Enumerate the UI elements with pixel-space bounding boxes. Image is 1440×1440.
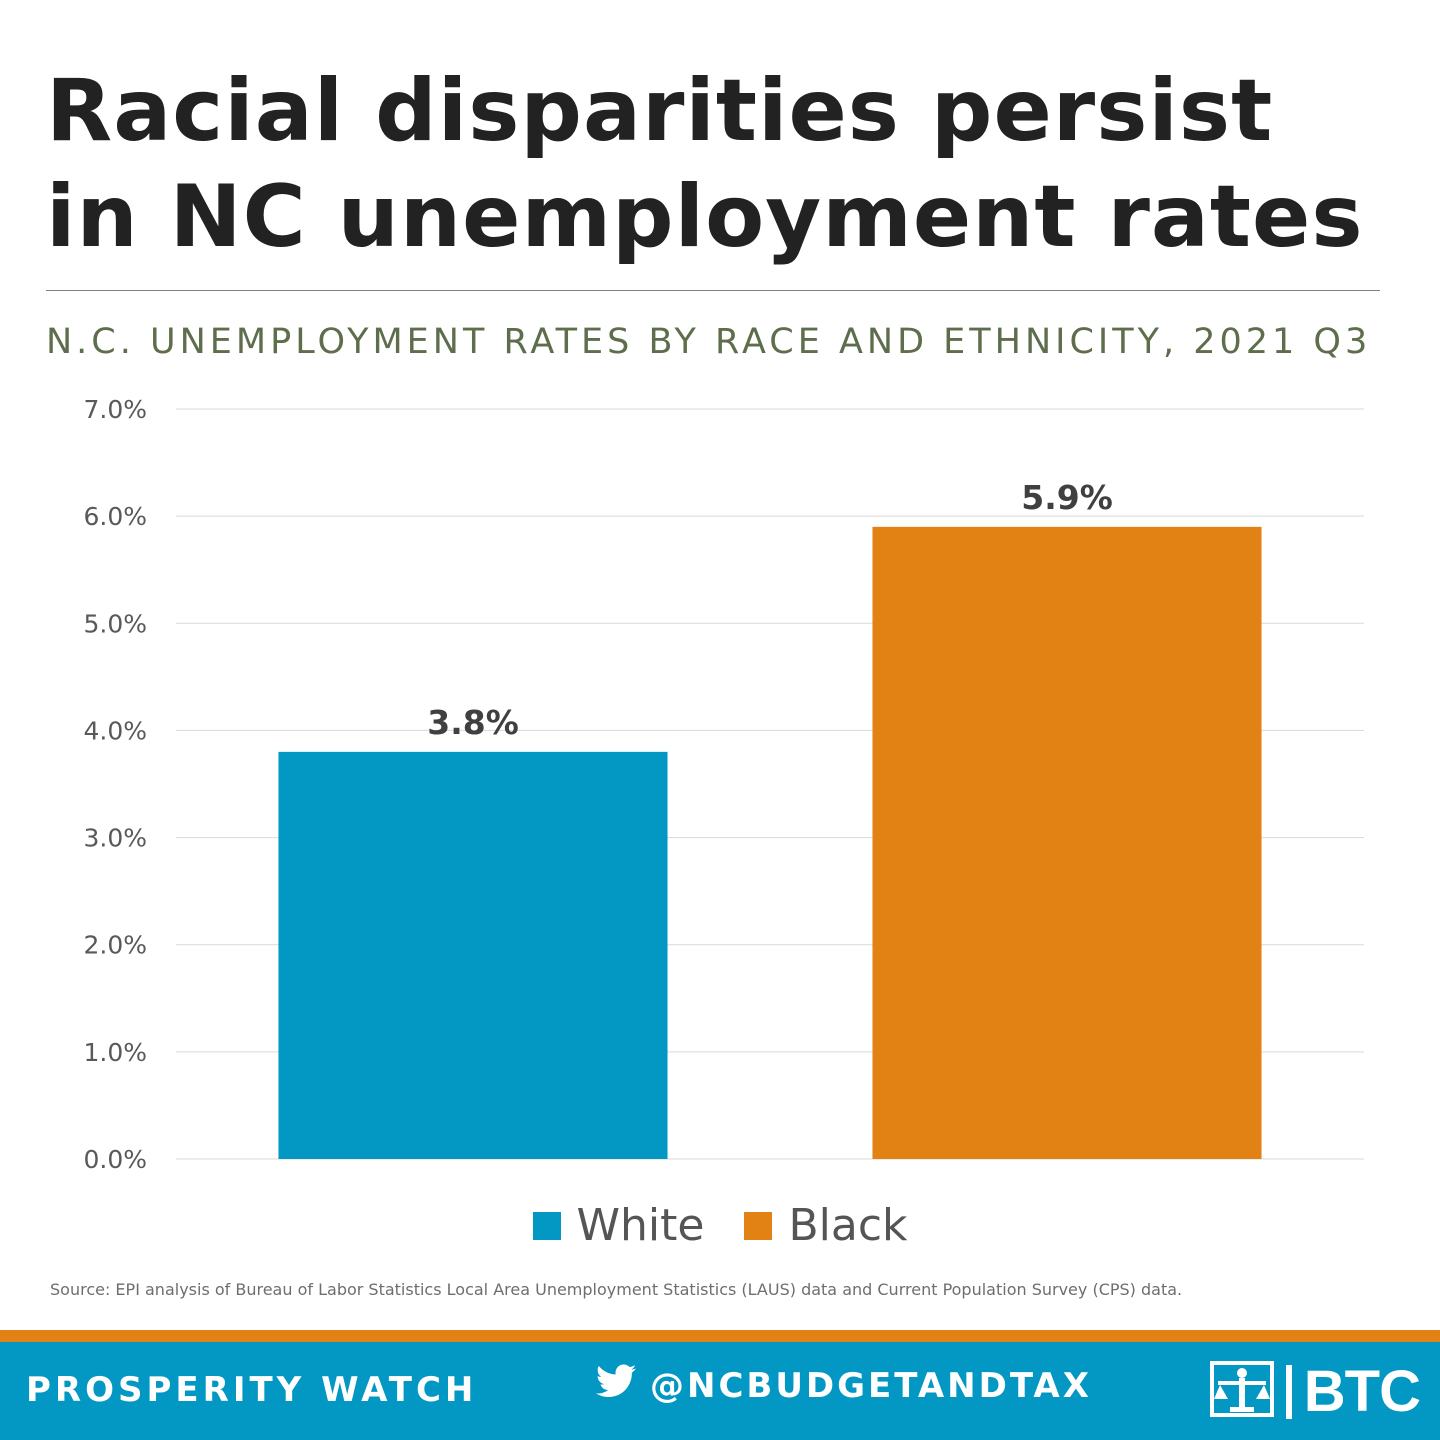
source-note: Source: EPI analysis of Bureau of Labor … [50, 1280, 1183, 1299]
footer-bar: PROSPERITY WATCH @NCBUDGETANDTAX BTC [0, 1342, 1440, 1440]
twitter-handle: @NCBUDGETANDTAX [650, 1365, 1092, 1406]
y-tick-label: 7.0% [83, 395, 147, 424]
y-tick-label: 6.0% [83, 502, 147, 531]
bar-chart: 0.0% 1.0% 2.0% 3.0% 4.0% 5.0% 6.0% 7.0% 3.8% 5.9… [83, 395, 1364, 1174]
legend-label-black: Black [788, 1200, 908, 1251]
legend-item-white: White [532, 1200, 705, 1251]
y-tick-label: 3.0% [83, 824, 147, 853]
y-tick-label: 5.0% [83, 609, 147, 638]
legend: White Black [0, 1200, 1440, 1251]
twitter-icon [596, 1364, 636, 1407]
twitter-link[interactable]: @NCBUDGETANDTAX [596, 1364, 1092, 1407]
footer-stripe [0, 1330, 1440, 1342]
y-axis: 0.0% 1.0% 2.0% 3.0% 4.0% 5.0% 6.0% 7.0% [83, 395, 147, 1174]
scales-of-justice-icon [1209, 1361, 1274, 1422]
headline-line-1: Racial disparities persist [46, 61, 1274, 161]
bar-black [872, 526, 1262, 1159]
y-tick-label: 2.0% [83, 931, 147, 960]
legend-item-black: Black [744, 1200, 908, 1251]
data-label-black: 5.9% [1021, 478, 1113, 517]
legend-label-white: White [576, 1200, 705, 1251]
y-tick-label: 1.0% [83, 1038, 147, 1067]
headline: Racial disparities persist in NC unemplo… [46, 58, 1406, 270]
y-tick-label: 0.0% [83, 1145, 147, 1174]
btc-logo: BTC [1209, 1358, 1421, 1425]
legend-swatch-black [744, 1211, 773, 1240]
data-labels: 3.8% 5.9% [427, 478, 1113, 742]
chart-title: N.C. UNEMPLOYMENT RATES BY RACE AND ETHN… [46, 322, 1372, 362]
legend-swatch-white [532, 1211, 561, 1240]
footer-brand-label: PROSPERITY WATCH [26, 1370, 478, 1410]
logo-divider [1285, 1364, 1292, 1419]
y-tick-label: 4.0% [83, 716, 147, 745]
divider [46, 290, 1380, 291]
bars [278, 526, 1262, 1159]
logo-text: BTC [1303, 1359, 1421, 1424]
data-label-white: 3.8% [427, 703, 519, 742]
headline-line-2: in NC unemployment rates [46, 167, 1364, 267]
bar-white [278, 751, 668, 1159]
